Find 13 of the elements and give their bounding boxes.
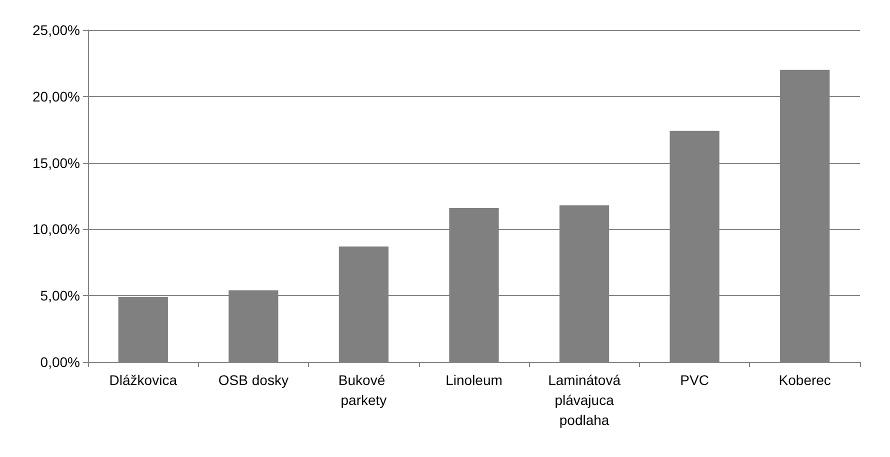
x-tick-label: Bukové parkety <box>338 372 390 408</box>
x-tick-label: PVC <box>680 372 709 388</box>
x-tick-label: Dlážkovica <box>109 372 178 388</box>
y-tick-label: 10,00% <box>32 221 80 238</box>
y-tick-label: 15,00% <box>32 154 80 171</box>
y-tick-label: 20,00% <box>32 88 80 104</box>
y-tick-label: 5,00% <box>40 288 80 304</box>
x-tick-label: Laminátová plávajuca podlaha <box>548 372 621 428</box>
x-tick-label: OSB dosky <box>218 372 288 388</box>
x-tick-label: Koberec <box>778 372 831 388</box>
x-tick-label: Linoleum <box>446 372 502 388</box>
y-tick-label: 25,00% <box>32 22 80 38</box>
y-tick-label: 0,00% <box>40 354 80 370</box>
